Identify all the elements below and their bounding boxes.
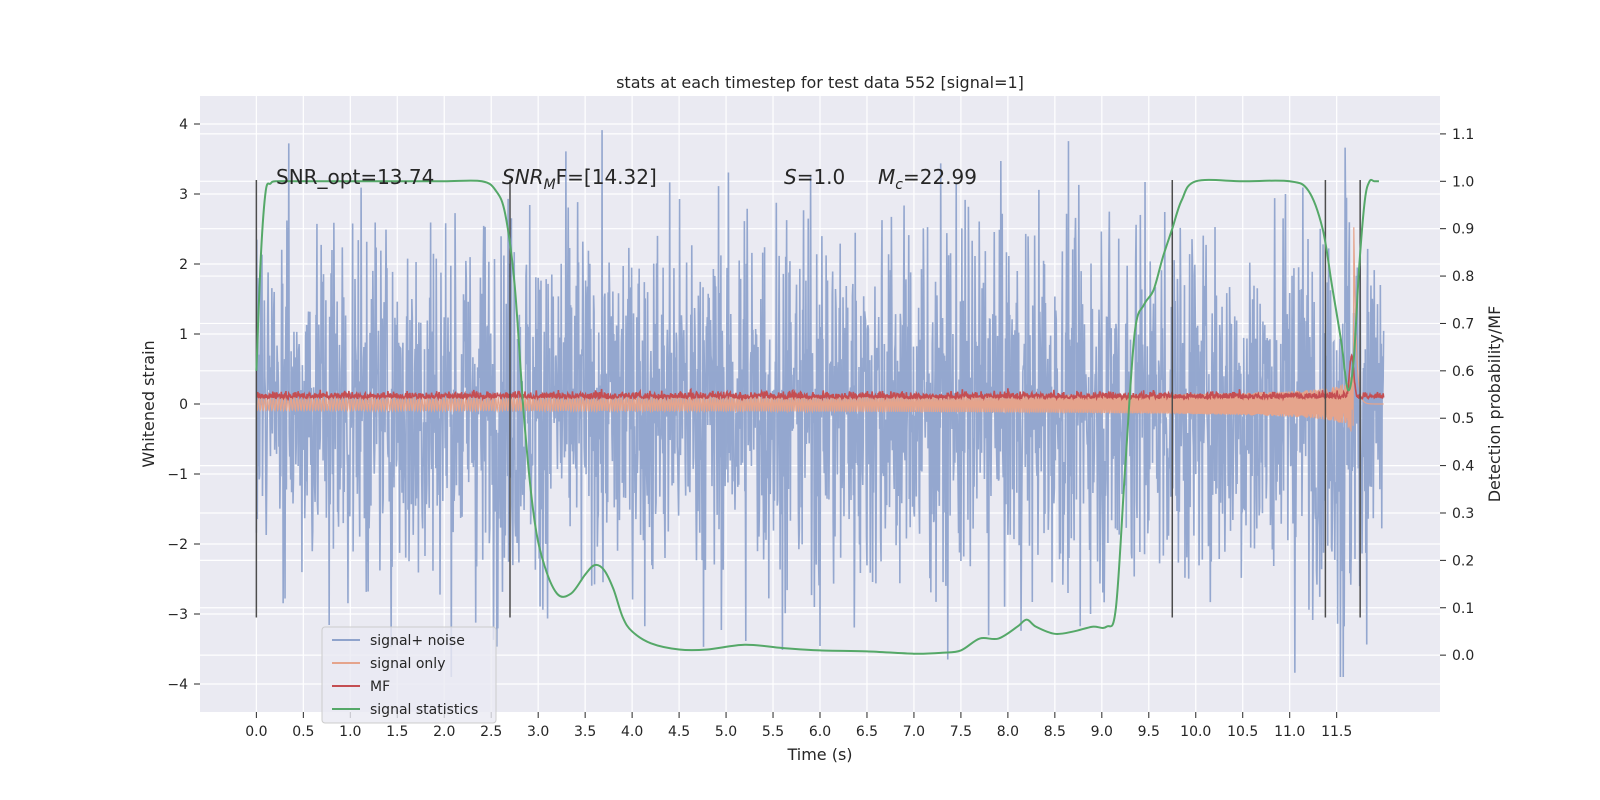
x-tick-label: 8.5 <box>1044 724 1066 740</box>
y-axis-label: Whitened strain <box>139 340 158 467</box>
x-axis-label: Time (s) <box>786 745 852 764</box>
series-mf <box>255 353 1385 402</box>
y2-tick-label: 0.3 <box>1452 506 1474 522</box>
s-annotation: S=1.0 <box>784 165 845 189</box>
y-tick-label: 4 <box>179 117 188 133</box>
x-tick-label: 0.5 <box>292 724 314 740</box>
x-tick-label: 8.0 <box>997 724 1019 740</box>
mc-sub: c <box>895 177 903 193</box>
y-tick-label: −3 <box>167 607 188 623</box>
y2-tick-label: 0.8 <box>1452 269 1474 285</box>
y-tick-label: −1 <box>167 467 188 483</box>
x-tick-label: 5.0 <box>715 724 737 740</box>
x-tick-label: 6.5 <box>856 724 878 740</box>
y-tick-label: 3 <box>179 187 188 203</box>
y-tick-label: −2 <box>167 537 188 553</box>
y2-tick-label: 0.5 <box>1452 411 1474 427</box>
snr-mf-sub: M <box>544 177 556 193</box>
chart-title: stats at each timestep for test data 552… <box>616 73 1024 92</box>
x-tick-label: 10.0 <box>1180 724 1211 740</box>
x-tick-label: 2.0 <box>433 724 455 740</box>
series-signal-noise <box>255 130 1385 678</box>
ticks: 0.0 0.5 1.0 1.5 2.0 2.5 3.0 3.5 4.0 4.5 5.0 5.5 6.0 6… <box>167 117 1474 740</box>
y2-tick-label: 1.0 <box>1452 174 1474 190</box>
snr-mf-annotation: SNRMF=[14.32] <box>502 165 657 193</box>
legend-label-noise: signal+ noise <box>370 633 465 649</box>
s-base: S <box>784 165 797 189</box>
snr-opt-annotation: SNR_opt=13.74 <box>276 165 434 189</box>
mc-annotation: Mc=22.99 <box>878 165 977 193</box>
legend: signal+ noise signal only MF signal stat… <box>321 626 497 724</box>
x-tick-label: 5.5 <box>762 724 784 740</box>
y2-tick-label: 0.6 <box>1452 364 1474 380</box>
snr-mf-rest: F=[14.32] <box>556 165 657 189</box>
x-tick-label: 9.5 <box>1138 724 1160 740</box>
y-tick-label: 0 <box>179 397 188 413</box>
y-tick-label: 2 <box>179 257 188 273</box>
y2-tick-label: 0.2 <box>1452 553 1474 569</box>
snr-mf-base: SNR <box>502 165 544 189</box>
x-tick-label: 10.5 <box>1227 724 1258 740</box>
mc-rest: =22.99 <box>903 165 977 189</box>
x-tick-label: 4.0 <box>621 724 643 740</box>
data-layer <box>255 130 1385 678</box>
mc-base: M <box>878 165 895 189</box>
x-tick-label: 1.0 <box>339 724 361 740</box>
x-tick-label: 4.5 <box>668 724 690 740</box>
y2-tick-label: 0.4 <box>1452 459 1474 475</box>
y2-tick-label: 1.1 <box>1452 127 1474 143</box>
x-tick-label: 9.0 <box>1091 724 1113 740</box>
x-tick-label: 11.0 <box>1274 724 1305 740</box>
y-tick-label: −4 <box>167 677 188 693</box>
x-tick-label: 3.0 <box>527 724 549 740</box>
y2-tick-label: 0.9 <box>1452 222 1474 238</box>
x-tick-label: 11.5 <box>1321 724 1352 740</box>
legend-box <box>321 626 497 724</box>
legend-label-stats: signal statistics <box>370 702 478 718</box>
x-tick-label: 3.5 <box>574 724 596 740</box>
x-tick-label: 2.5 <box>480 724 502 740</box>
y2-tick-label: 0.1 <box>1452 601 1474 617</box>
s-rest: =1.0 <box>797 165 846 189</box>
y-tick-label: 1 <box>179 327 188 343</box>
y2-axis-label: Detection probability/MF <box>1485 306 1504 503</box>
x-tick-label: 0.0 <box>245 724 267 740</box>
y2-tick-label: 0.7 <box>1452 316 1474 332</box>
x-tick-label: 1.5 <box>386 724 408 740</box>
x-tick-label: 6.0 <box>809 724 831 740</box>
y2-tick-label: 0.0 <box>1452 648 1474 664</box>
legend-label-signal: signal only <box>370 656 445 672</box>
x-tick-label: 7.5 <box>950 724 972 740</box>
x-tick-label: 7.0 <box>903 724 925 740</box>
series-signal-statistics <box>255 178 1379 655</box>
legend-label-mf: MF <box>370 679 390 695</box>
